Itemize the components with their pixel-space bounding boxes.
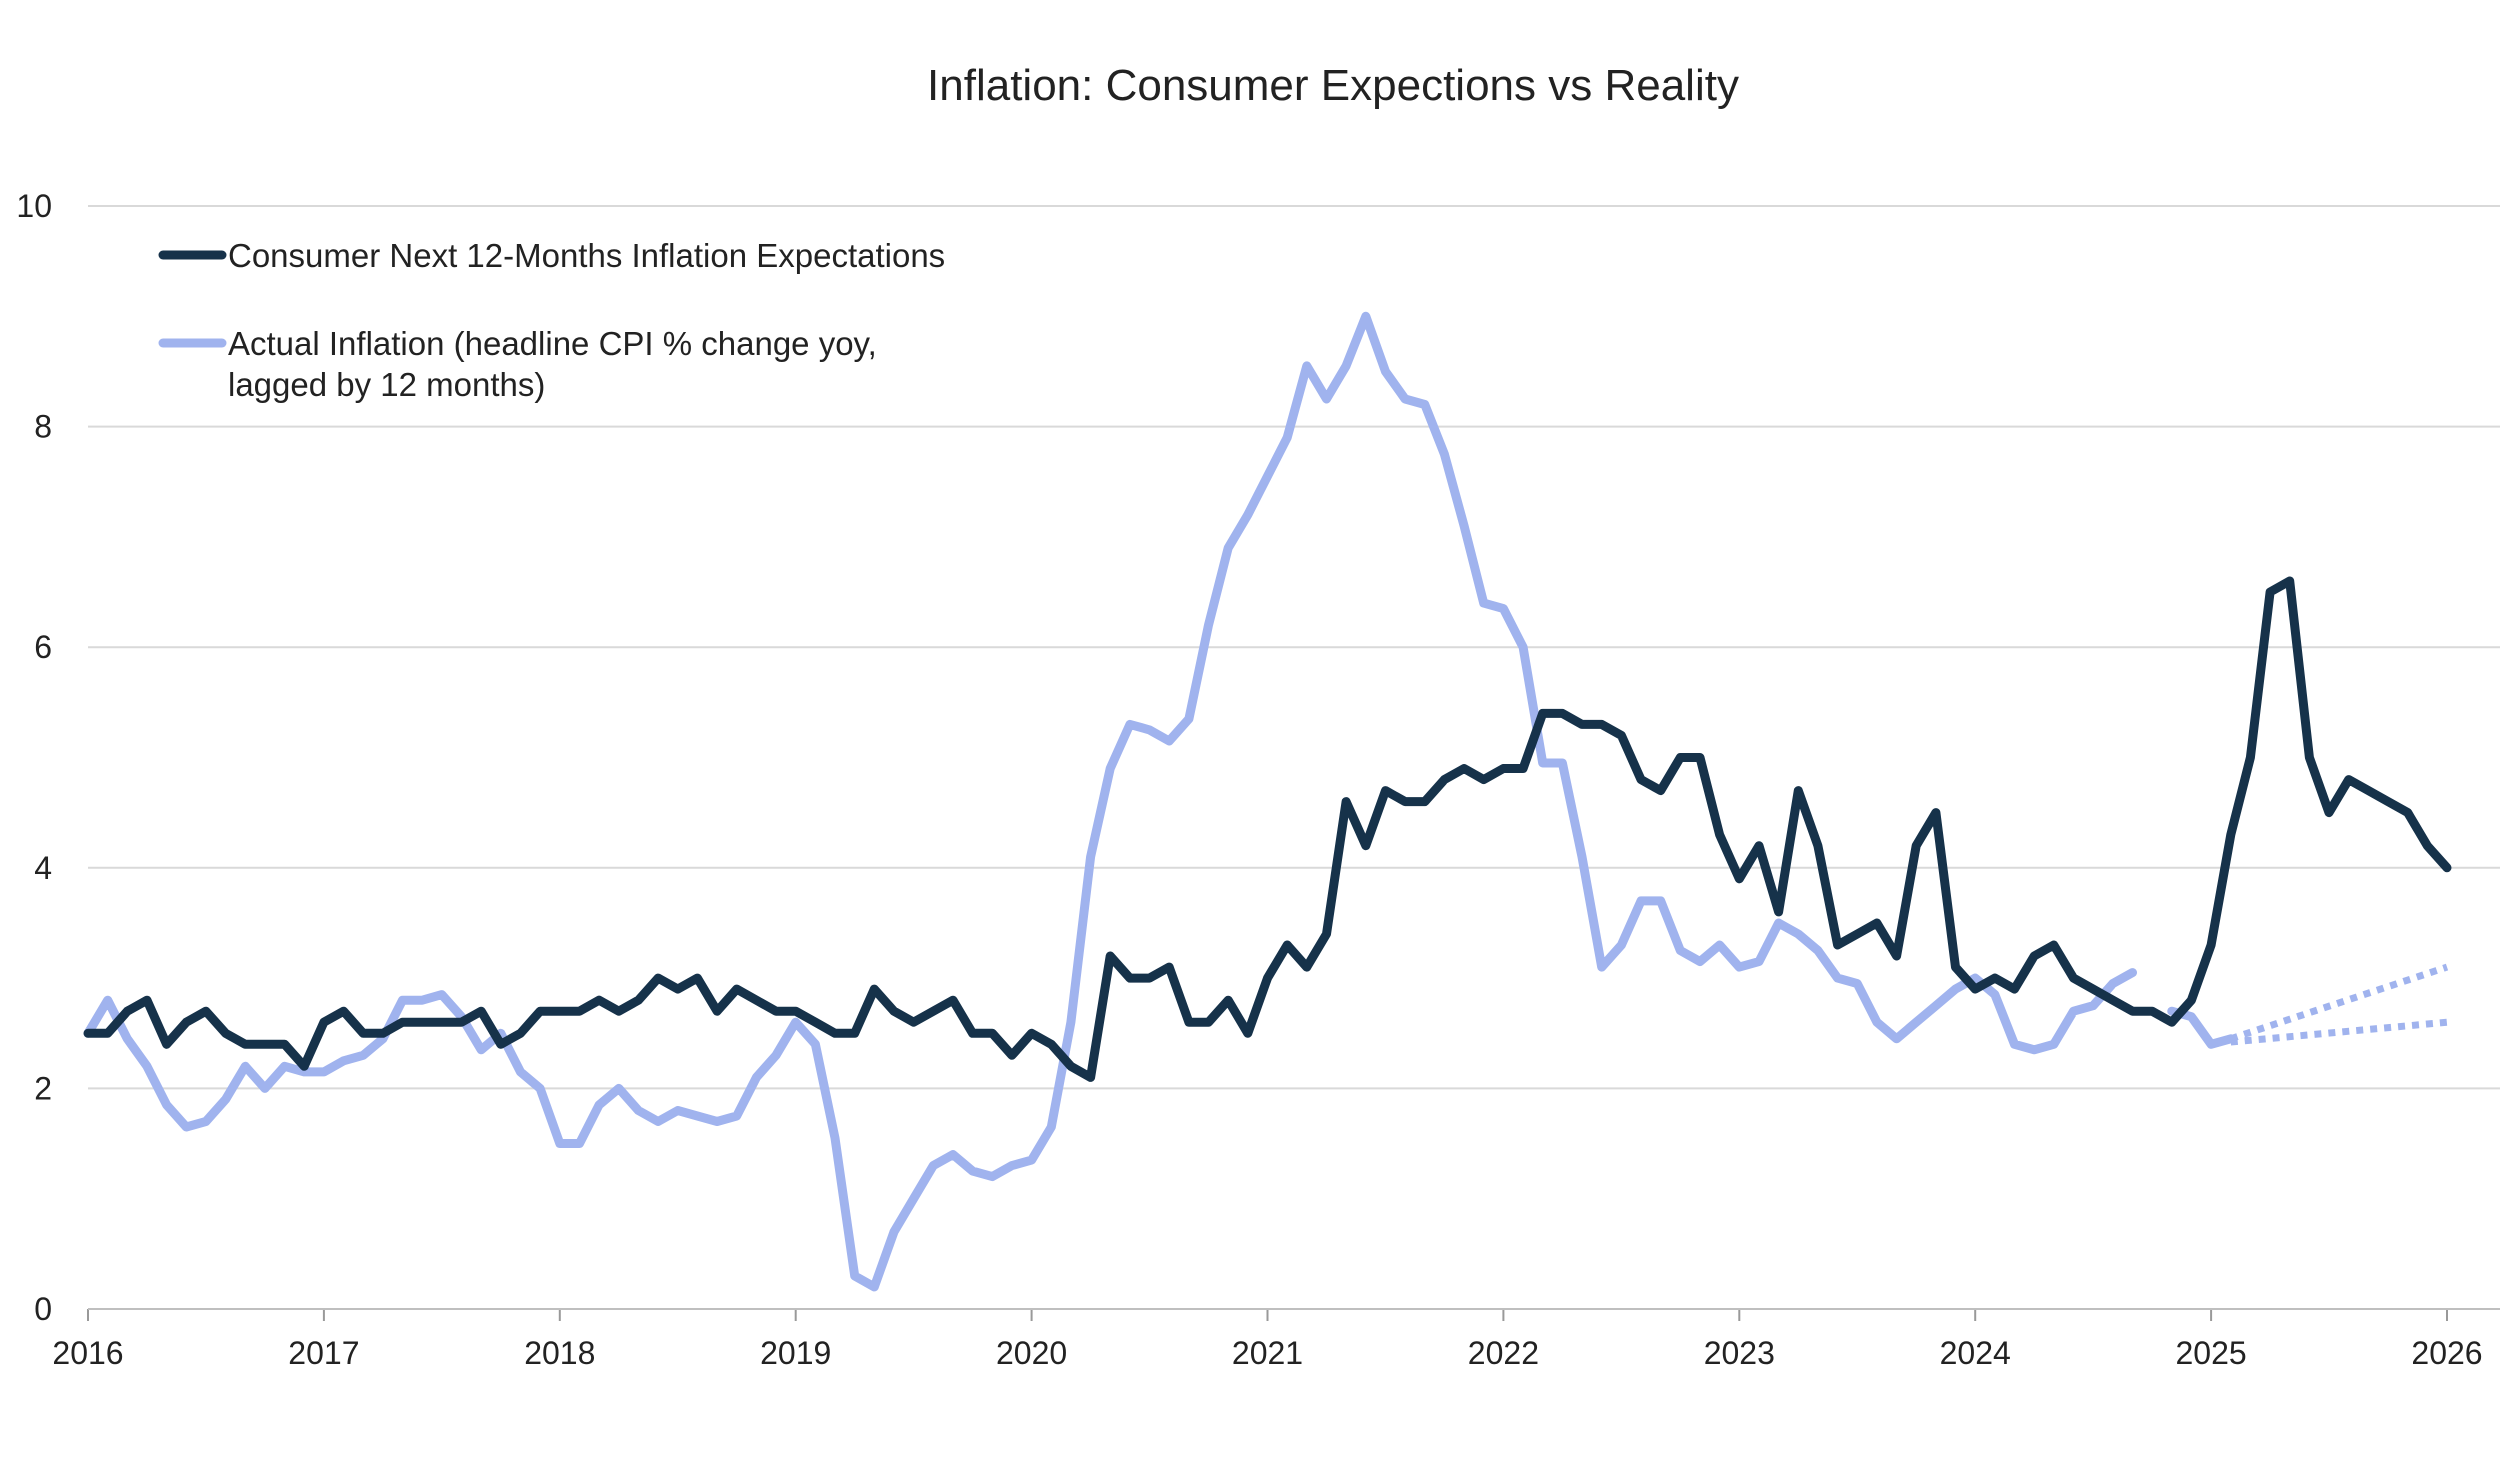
x-tick-label: 2016 xyxy=(52,1335,123,1371)
x-tick-label: 2026 xyxy=(2411,1335,2482,1371)
series-line-expectations xyxy=(83,576,2452,1082)
y-tick-label: 10 xyxy=(16,188,52,224)
legend-label-expectations: Consumer Next 12-Months Inflation Expect… xyxy=(228,237,945,274)
x-tick-label: 2019 xyxy=(760,1335,831,1371)
x-tick-label: 2023 xyxy=(1704,1335,1775,1371)
series-lines xyxy=(83,311,2452,1292)
y-tick-label: 4 xyxy=(34,850,52,886)
y-tick-label: 6 xyxy=(34,629,52,665)
series-line-actual-inflation xyxy=(83,311,2137,1292)
x-tick-label: 2025 xyxy=(2176,1335,2247,1371)
y-axis-ticks: 0 2 4 6 8 10 xyxy=(16,188,52,1327)
y-tick-label: 2 xyxy=(34,1070,52,1106)
projection-line-0 xyxy=(2229,963,2449,1043)
x-axis-ticks: 2016 2017 2018 2019 2020 2021 2022 2023 2024 2025… xyxy=(52,1308,2500,1371)
x-tick-label: 2022 xyxy=(1468,1335,1539,1371)
projection-line-1 xyxy=(2230,1018,2448,1046)
chart-title: Inflation: Consumer Expections vs Realit… xyxy=(927,61,1739,110)
y-tick-label: 0 xyxy=(34,1291,52,1327)
x-tick-label: 2024 xyxy=(1940,1335,2011,1371)
legend-label-actual: Actual Inflation (headline CPI % change … xyxy=(228,325,877,362)
x-tick-label: 2020 xyxy=(996,1335,1067,1371)
x-tick-label: 2018 xyxy=(524,1335,595,1371)
y-tick-label: 8 xyxy=(34,409,52,445)
legend: Consumer Next 12-Months Inflation Expect… xyxy=(158,237,945,403)
legend-label-actual-line2: lagged by 12 months) xyxy=(228,366,545,403)
x-tick-label: 2017 xyxy=(288,1335,359,1371)
x-tick-label: 2021 xyxy=(1232,1335,1303,1371)
